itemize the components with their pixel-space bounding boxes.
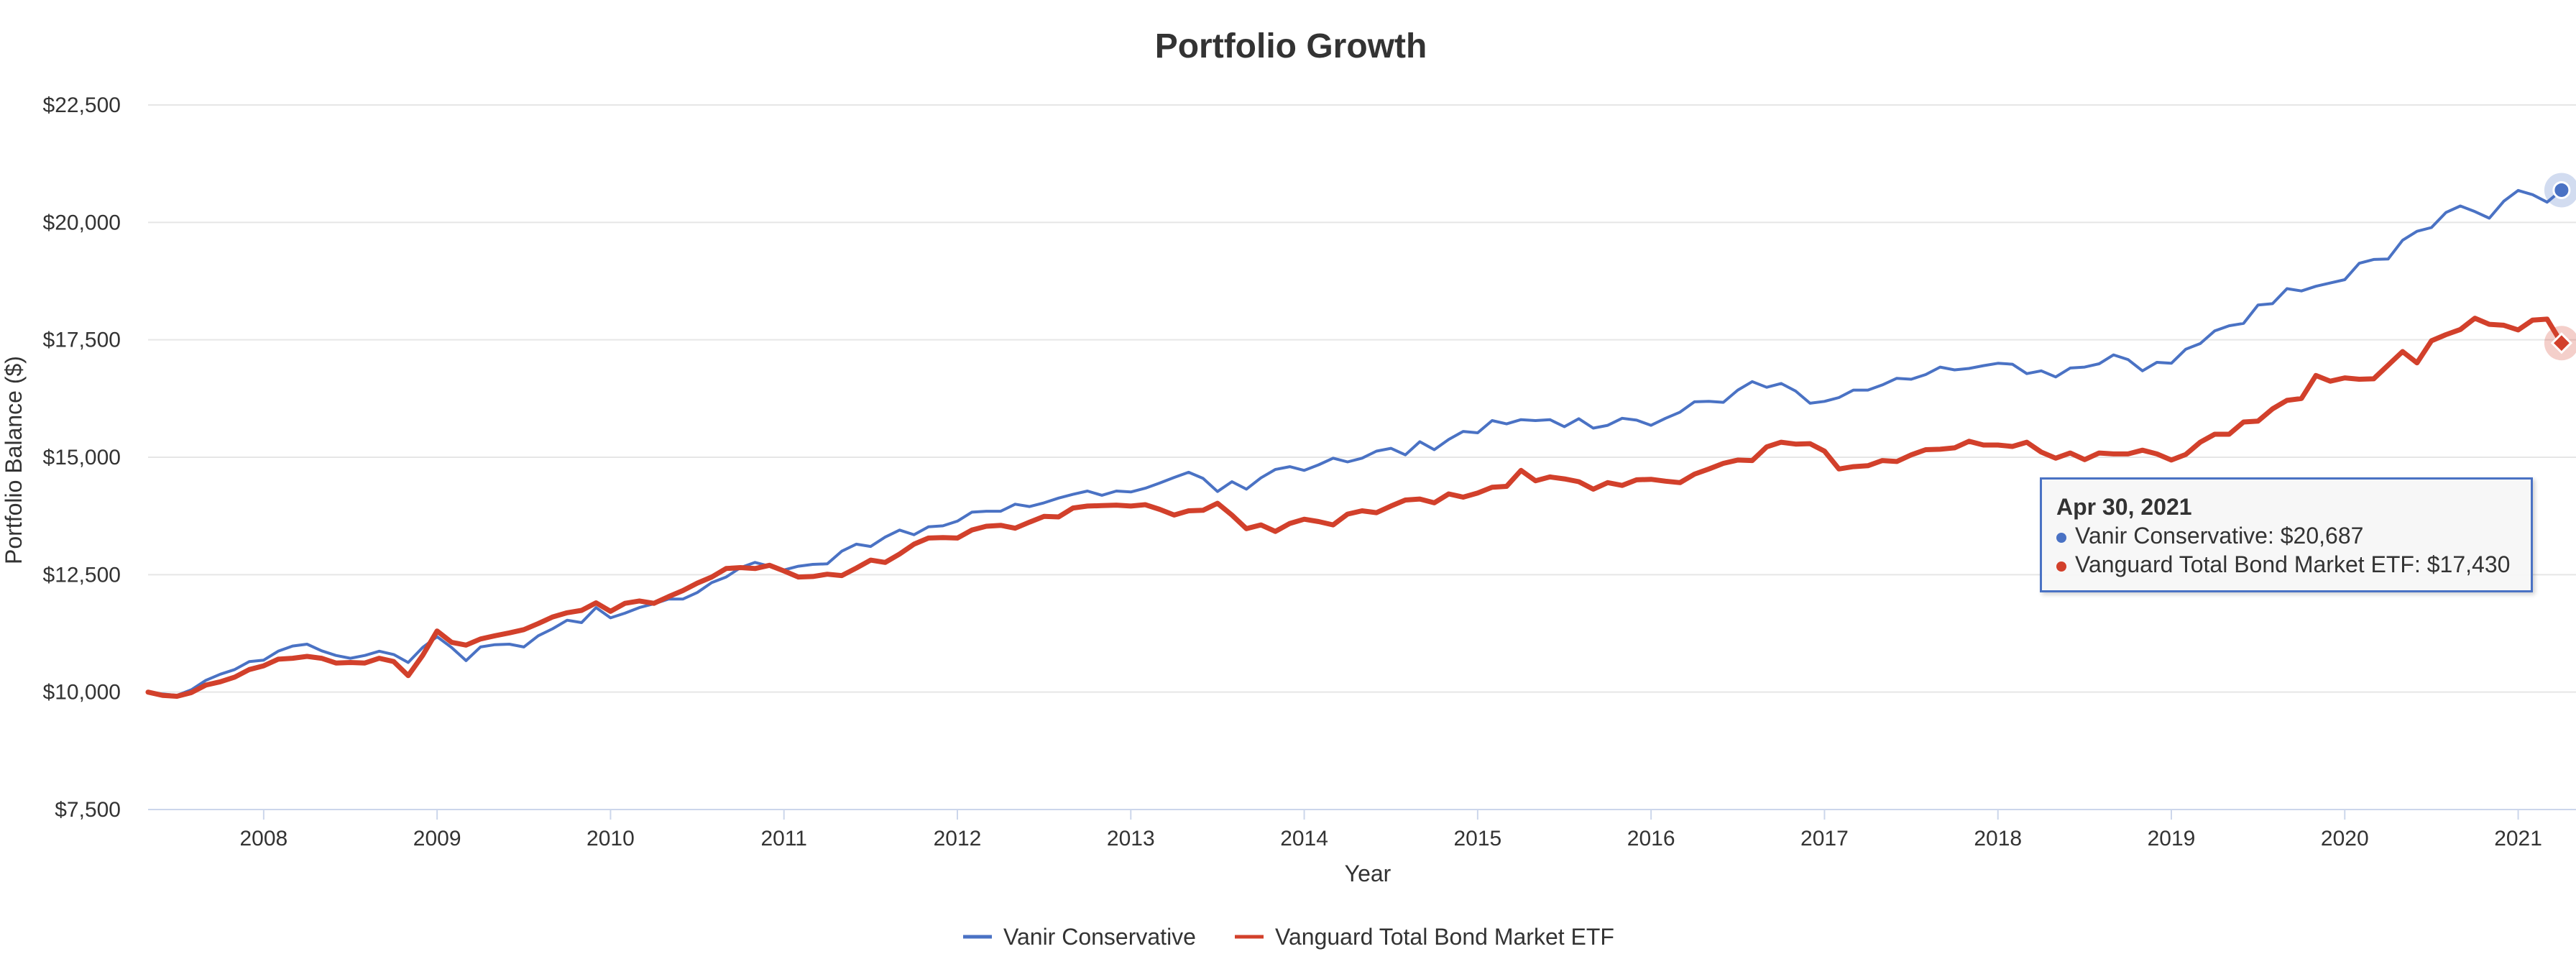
tooltip-dot-vanguard-total-bond xyxy=(2056,561,2066,572)
x-tick-label-2019: 2019 xyxy=(2148,827,2196,850)
tooltip-value-vanir-conservative: Vanir Conservative: $20,687 xyxy=(2075,523,2364,549)
y-tick-label-15000: $15,000 xyxy=(43,446,121,469)
y-tick-label-17500: $17,500 xyxy=(43,329,121,352)
legend: Vanir Conservative Vanguard Total Bond M… xyxy=(963,924,1614,950)
data-tooltip: Apr 30, 2021 Vanir Conservative: $20,687… xyxy=(2040,477,2533,592)
y-axis-title: Portfolio Balance ($) xyxy=(1,356,27,564)
tooltip-date: Apr 30, 2021 xyxy=(2056,494,2192,520)
x-tick-label-2015: 2015 xyxy=(1453,827,1501,850)
chart-title: Portfolio Growth xyxy=(1155,27,1427,65)
x-axis-tick-labels: 2008 2009 2010 2011 2012 2013 2014 2015 2016 2017… xyxy=(239,810,2542,850)
x-tick-label-2012: 2012 xyxy=(934,827,982,850)
hover-point-vanir-conservative[interactable] xyxy=(2552,180,2571,199)
x-tick-label-2008: 2008 xyxy=(239,827,288,850)
tooltip-row-vanir-conservative: Vanir Conservative: $20,687 xyxy=(2056,521,2516,550)
tooltip-dot-vanir-conservative xyxy=(2056,532,2066,543)
legend-label-vanir-conservative: Vanir Conservative xyxy=(1003,924,1196,950)
hover-point-vanguard-total-bond[interactable] xyxy=(2550,332,2573,354)
tooltip-value-vanguard-total-bond: Vanguard Total Bond Market ETF: $17,430 xyxy=(2075,551,2511,577)
legend-label-vanguard-total-bond: Vanguard Total Bond Market ETF xyxy=(1275,924,1614,950)
x-tick-label-2021: 2021 xyxy=(2494,827,2542,850)
tooltip-row-vanguard-total-bond: Vanguard Total Bond Market ETF: $17,430 xyxy=(2056,550,2516,579)
x-tick-label-2016: 2016 xyxy=(1627,827,1675,850)
legend-item-vanir-conservative[interactable]: Vanir Conservative xyxy=(963,924,1196,950)
x-tick-label-2011: 2011 xyxy=(760,827,807,850)
series-lines xyxy=(145,188,2564,699)
y-tick-label-20000: $20,000 xyxy=(43,211,121,234)
legend-item-vanguard-total-bond[interactable]: Vanguard Total Bond Market ETF xyxy=(1235,924,1614,950)
y-tick-label-12500: $12,500 xyxy=(43,563,121,587)
x-tick-label-2010: 2010 xyxy=(586,827,635,850)
hover-markers xyxy=(2544,173,2576,361)
y-axis-tick-labels: $7,500 $10,000 $12,500 $15,000 $17,500 $20,00… xyxy=(43,93,121,822)
y-tick-label-10000: $10,000 xyxy=(43,681,121,705)
series-line-vanguard-total-bond[interactable] xyxy=(145,316,2564,699)
x-tick-label-2014: 2014 xyxy=(1280,827,1328,850)
x-tick-label-2020: 2020 xyxy=(2321,827,2369,850)
y-tick-label-7500: $7,500 xyxy=(55,798,121,822)
x-tick-label-2017: 2017 xyxy=(1800,827,1849,850)
grid-lines xyxy=(148,104,2576,810)
x-tick-label-2009: 2009 xyxy=(413,827,461,850)
x-tick-label-2018: 2018 xyxy=(1974,827,2022,850)
y-tick-label-22500: $22,500 xyxy=(43,93,121,117)
x-tick-label-2013: 2013 xyxy=(1107,827,1155,850)
series-line-vanir-conservative[interactable] xyxy=(147,188,2563,697)
x-axis-title: Year xyxy=(1345,861,1392,886)
